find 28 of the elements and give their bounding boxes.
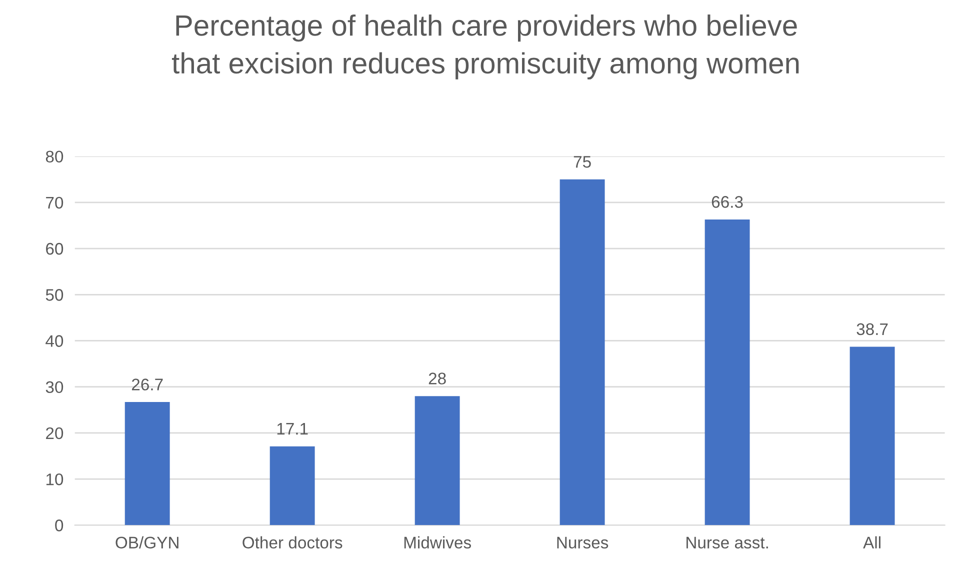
y-tick-label: 60: [46, 242, 64, 255]
data-label: 75: [574, 156, 591, 168]
bar: [270, 446, 315, 526]
y-tick-label: 10: [46, 473, 64, 486]
data-label: 38.7: [856, 323, 888, 336]
x-tick-label: Midwives: [404, 536, 471, 549]
y-tick-label: 80: [46, 150, 64, 163]
x-tick-label: Other doctors: [242, 536, 342, 549]
y-tick-label: 50: [46, 289, 64, 301]
y-tick-label: 70: [46, 196, 64, 209]
x-tick-label: All: [863, 536, 880, 548]
bar: [414, 396, 460, 526]
y-tick-label: 0: [55, 520, 64, 532]
y-tick-label: 40: [46, 335, 64, 347]
data-label: 26.7: [132, 378, 163, 390]
x-tick-label: OB/GYN: [116, 536, 178, 549]
data-label: 66.3: [712, 196, 743, 208]
data-label: 17.1: [277, 423, 308, 435]
y-tick-label: 30: [46, 381, 64, 394]
data-label: 28: [428, 372, 446, 384]
chart-title: Percentage of health care providers who believe that excision reduces promiscuity among women: [172, 14, 799, 80]
bar: [850, 346, 895, 526]
x-tick-label: Nurse asst.: [686, 536, 768, 549]
x-tick-label: Nurses: [557, 536, 608, 549]
y-tick-label: 20: [46, 427, 64, 440]
bar: [124, 402, 170, 526]
bar: [704, 219, 750, 526]
bar: [560, 179, 605, 526]
